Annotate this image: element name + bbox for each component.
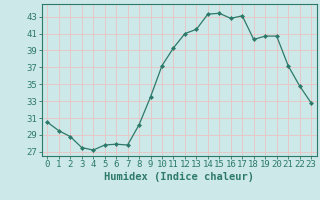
X-axis label: Humidex (Indice chaleur): Humidex (Indice chaleur): [104, 172, 254, 182]
